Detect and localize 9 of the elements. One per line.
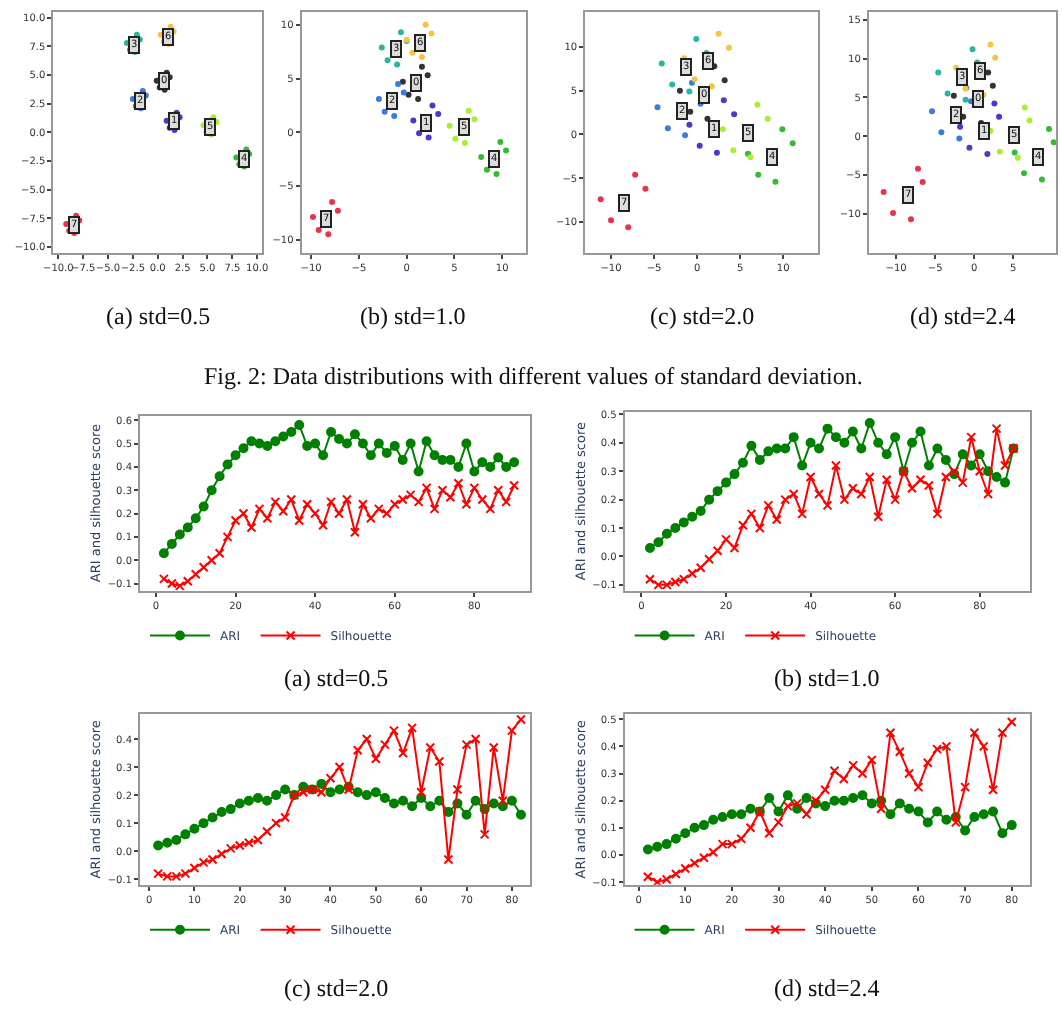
text: (c) std=2.0 xyxy=(284,974,389,1002)
text: (b) std=1.0 xyxy=(774,664,880,692)
text: (c) std=2.0 xyxy=(650,302,755,330)
text: (b) std=1.0 xyxy=(360,302,466,330)
caption: Fig. 2: Data distributions with different values of standard deviation. xyxy=(204,362,863,390)
text: (a) std=0.5 xyxy=(284,664,389,692)
text: (d) std=2.4 xyxy=(910,302,1016,330)
text: (a) std=0.5 xyxy=(106,302,211,330)
text: (d) std=2.4 xyxy=(774,974,880,1002)
